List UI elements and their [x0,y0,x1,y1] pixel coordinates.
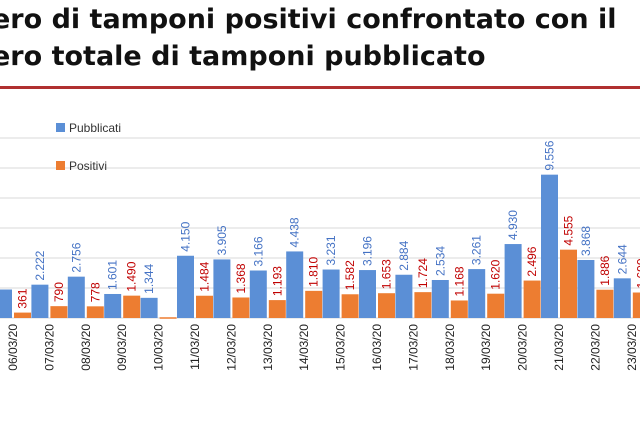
x-tick-label: 09/03/20 [115,324,129,371]
chart-title-line1: ero di tamponi positivi confrontato con … [0,4,617,35]
bar-positivi [414,292,432,318]
legend-swatch-positivi [56,161,65,170]
data-label-positivi: 1.810 [307,256,321,286]
bar-pubblicati [468,269,486,318]
x-tick-label: 16/03/20 [370,324,384,371]
data-label-positivi: 1.699 [634,258,640,288]
x-tick-label: 17/03/20 [406,324,420,371]
data-label-positivi: 361 [16,288,30,308]
legend-label-pubblicati: Pubblicati [69,121,121,135]
data-label-pubblicati: 4.930 [506,210,520,240]
bar-positivi [596,289,614,318]
data-label-pubblicati: 2.884 [397,240,411,270]
data-label-positivi: 1.886 [598,255,612,285]
bar-pubblicati [359,270,376,318]
x-tick-label: 20/03/20 [516,324,530,371]
data-label-pubblicati: 2.222 [33,250,47,280]
bar-positivi [14,312,31,318]
x-tick-label: 11/03/20 [188,324,202,370]
data-label-pubblicati: 3.166 [251,236,265,266]
x-tick-label: 14/03/20 [297,324,311,371]
bar-positivi [86,306,104,318]
data-label-pubblicati: 1.601 [106,260,120,290]
bar-pubblicati [577,259,595,318]
data-label-pubblicati: 1.344 [142,263,156,293]
bar-pubblicati [613,278,631,318]
legend-label-positivi: Positivi [69,159,107,173]
data-label-pubblicati: 2.756 [69,242,83,272]
bar-positivi [560,249,577,318]
title-divider [0,86,640,89]
bar-pubblicati [249,270,267,318]
bar-pubblicati [286,251,304,318]
legend: Pubblicati Positivi [56,121,121,173]
bar-positivi [487,293,505,318]
data-label-positivi: 1.193 [270,266,284,296]
x-tick-label: 12/03/20 [224,324,238,371]
data-label-positivi: 1.724 [416,258,430,288]
data-label-pubblicati: 4.438 [288,217,302,247]
data-label-pubblicati: 3.261 [470,235,484,265]
data-label-positivi: 1.168 [452,266,466,296]
bar-pubblicati [0,289,12,318]
data-label-positivi: 1.582 [343,260,357,290]
bar-positivi [523,280,541,318]
data-label-pubblicati: 9.556 [543,140,557,170]
data-label-pubblicati: 3.196 [361,236,375,266]
bars-group [0,174,640,319]
bar-pubblicati [431,279,449,318]
bar-positivi [632,292,640,318]
bar-positivi [268,300,286,318]
x-axis: 06/03/20 07/03/20 08/03/20 09/03/20 10/03/20… [6,324,639,371]
bar-positivi [450,300,468,318]
data-label-positivi: 1.620 [489,259,503,289]
bar-positivi [196,295,213,318]
bar-positivi [50,306,68,318]
data-label-positivi: 4.555 [562,215,576,245]
bar-pubblicati [541,174,558,318]
bar-positivi [232,297,250,318]
bar-pubblicati [504,244,522,318]
bar-pubblicati [322,269,340,318]
x-tick-label: 15/03/20 [334,324,348,371]
data-label-positivi: 778 [88,282,102,302]
x-tick-label: 06/03/20 [6,324,20,371]
data-label-positivi: 1.653 [380,259,394,289]
data-label-pubblicati: 2.644 [615,244,629,274]
data-label-pubblicati: 4.150 [179,221,193,251]
x-tick-label: 08/03/20 [79,324,93,371]
bar-pubblicati [213,259,231,318]
data-label-pubblicati: 3.905 [215,225,229,255]
bar-pubblicati [140,297,158,318]
x-tick-label: 22/03/20 [588,324,602,371]
bar-pubblicati [31,284,49,318]
bar-positivi [378,293,395,318]
bar-pubblicati [395,274,413,318]
bar-positivi [341,294,359,318]
x-tick-label: 23/03/20 [625,324,639,371]
data-label-positivi: 1.368 [234,263,248,293]
bar-positivi [123,295,141,318]
chart-title-line2: ero totale di tamponi pubblicato [0,41,486,72]
data-label-pubblicati: 3.868 [579,226,593,256]
data-label-positivi: 790 [52,282,66,302]
legend-swatch-pubblicati [56,123,65,132]
x-tick-label: 10/03/20 [152,324,166,371]
bar-pubblicati [104,293,122,318]
data-label-pubblicati: 3.231 [324,235,338,265]
data-label-positivi: 2.496 [525,246,539,276]
x-tick-label: 19/03/20 [479,324,493,371]
data-label-positivi: 1.484 [198,261,212,291]
x-tick-label: 13/03/20 [261,324,275,371]
x-tick-label: 21/03/20 [552,324,566,371]
bar-pubblicati [67,276,85,318]
data-label-pubblicati: 2.534 [433,246,447,276]
x-tick-label: 18/03/20 [443,324,457,371]
bar-pubblicati [177,255,194,318]
data-label-positivi: 1.490 [125,261,139,291]
x-tick-label: 07/03/20 [42,324,56,371]
bar-positivi [305,290,323,318]
